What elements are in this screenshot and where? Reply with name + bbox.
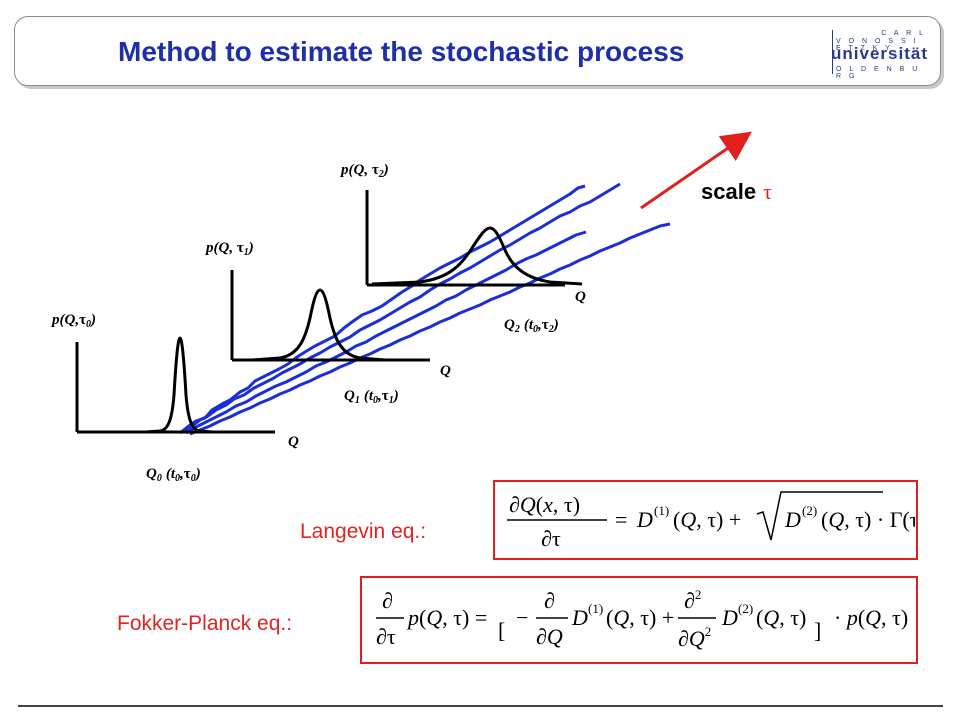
svg-text:(1): (1) xyxy=(654,503,669,518)
svg-text:(Q, τ): (Q, τ) xyxy=(756,605,806,630)
langevin-equation-box: ∂Q(x, τ) ∂τ = D (1) (Q, τ) + D (2) (Q, τ… xyxy=(493,480,926,560)
svg-text:∂τ: ∂τ xyxy=(541,526,561,551)
panel-1-ylabel: p(Q, τ1) xyxy=(204,240,254,258)
logo-divider xyxy=(832,30,833,74)
panel-2-xlabel: Q xyxy=(575,289,586,305)
svg-text:D: D xyxy=(721,605,738,630)
langevin-label: Langevin eq.: xyxy=(300,520,427,543)
distribution-panel-1 xyxy=(230,270,430,362)
stochastic-path-4 xyxy=(189,222,671,436)
svg-text:]: ] xyxy=(814,618,821,643)
svg-text:D: D xyxy=(784,507,801,532)
fokker-planck-equation: ∂ ∂τ p(Q, τ) = [ − ∂ ∂Q D (1) (Q, τ) + ∂… xyxy=(376,587,908,651)
stochastic-path-3 xyxy=(185,230,587,435)
footer-divider xyxy=(18,705,943,707)
slide-title: Method to estimate the stochastic proces… xyxy=(118,36,685,67)
svg-text:∂Q2: ∂Q2 xyxy=(678,624,711,651)
panel-1-pdf-curve xyxy=(251,288,386,362)
university-logo: C A R L V O N O S S I E T Z K Y universi… xyxy=(831,30,928,80)
panel-1-xlabel: Q xyxy=(440,363,451,379)
svg-text:∂τ: ∂τ xyxy=(376,624,396,649)
panel-2-pdf-curve xyxy=(371,226,583,286)
fokker-planck-label: Fokker-Planck eq.: xyxy=(117,612,293,635)
svg-text:−: − xyxy=(516,605,528,630)
panel-0-xlabel: Q xyxy=(288,434,299,450)
svg-text:(Q, τ) · Γ(τ): (Q, τ) · Γ(τ) xyxy=(821,507,915,532)
stochastic-path-2 xyxy=(182,182,621,434)
svg-text:D: D xyxy=(636,507,653,532)
panel-2-ylabel: p(Q, τ2) xyxy=(339,162,389,180)
svg-text:(2): (2) xyxy=(802,503,817,518)
scale-label: scale τ xyxy=(701,179,772,204)
panel-0-pdf-curve xyxy=(144,336,213,434)
stochastic-path-1 xyxy=(179,184,586,435)
svg-text:(Q, τ) +: (Q, τ) + xyxy=(673,507,741,532)
scale-arrow xyxy=(640,131,752,210)
panel-0-ylabel: p(Q,τ0) xyxy=(50,312,96,330)
svg-text:∂Q: ∂Q xyxy=(536,624,563,649)
svg-text:· p(Q, τ): · p(Q, τ) xyxy=(834,605,908,630)
svg-text:(Q, τ) +: (Q, τ) + xyxy=(606,605,674,630)
svg-text:D: D xyxy=(571,605,588,630)
panel-0-point-label: Q0 (t0,τ0) xyxy=(146,466,201,484)
panel-2-point-label: Q2 (t0,τ2) xyxy=(504,317,559,335)
logo-line-2: V O N O S S I E T Z K Y xyxy=(836,38,919,52)
svg-text:(2): (2) xyxy=(738,601,753,616)
distribution-panel-2 xyxy=(365,190,583,287)
logo-line-1: C A R L xyxy=(881,30,926,37)
logo-line-4: O L D E N B U R G xyxy=(836,66,921,80)
svg-text:[: [ xyxy=(498,618,505,643)
fokker-planck-equation-box: ∂ ∂τ p(Q, τ) = [ − ∂ ∂Q D (1) (Q, τ) + ∂… xyxy=(360,576,918,664)
svg-text:(1): (1) xyxy=(588,601,603,616)
distribution-panel-0 xyxy=(75,336,275,434)
svg-text:∂: ∂ xyxy=(544,588,555,613)
svg-text:p(Q, τ) =: p(Q, τ) = xyxy=(406,605,487,630)
svg-text:∂2: ∂2 xyxy=(684,587,701,613)
logo-line-3: universität xyxy=(831,44,928,63)
title-box xyxy=(14,16,941,86)
svg-text:=: = xyxy=(615,507,627,532)
svg-text:∂Q(x, τ): ∂Q(x, τ) xyxy=(509,492,580,517)
langevin-equation: ∂Q(x, τ) ∂τ = D (1) (Q, τ) + D (2) (Q, τ… xyxy=(507,491,926,551)
panel-1-point-label: Q1 (t0,τ1) xyxy=(344,388,399,406)
svg-text:∂: ∂ xyxy=(382,588,393,613)
